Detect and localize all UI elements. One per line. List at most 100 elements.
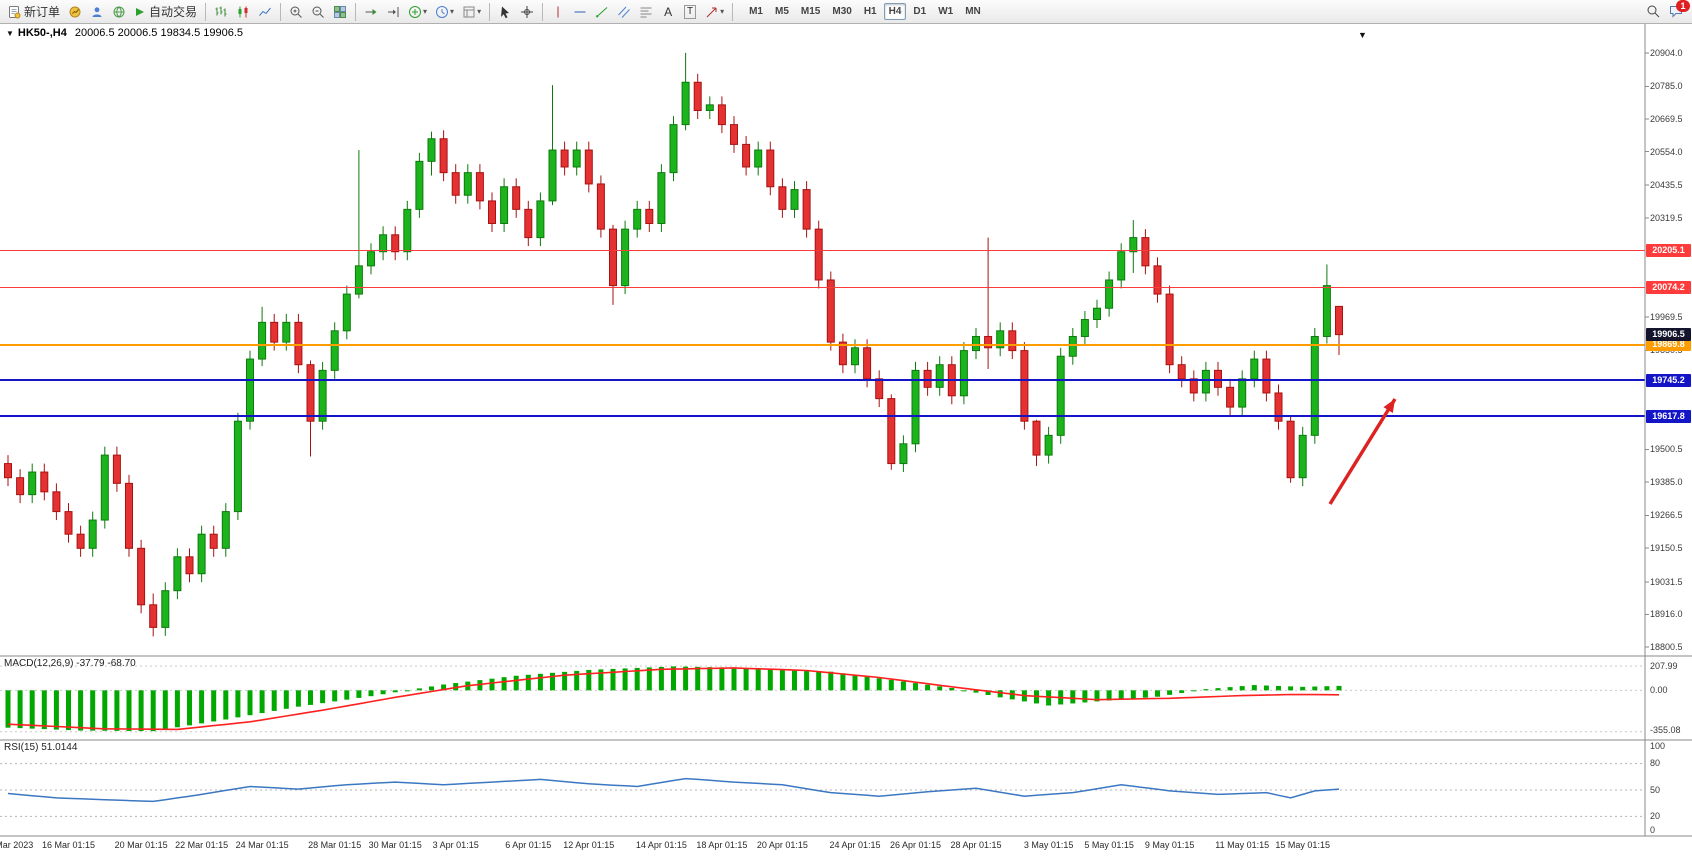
timeframe-button-h1[interactable]: H1 — [859, 3, 882, 20]
timeframe-button-d1[interactable]: D1 — [908, 3, 931, 20]
macd-histogram-bar — [78, 690, 84, 731]
zoom-in-button[interactable] — [286, 2, 306, 22]
timeframe-button-m30[interactable]: M30 — [827, 3, 856, 20]
macd-histogram-bar — [876, 678, 882, 691]
macd-histogram-bar — [707, 667, 713, 691]
candle-body — [451, 172, 460, 196]
candle-body — [1141, 237, 1150, 267]
macd-histogram-bar — [1155, 690, 1160, 697]
zoom-out-icon — [312, 6, 324, 18]
auto-trading-button[interactable]: 自动交易 — [131, 2, 200, 22]
candle-body — [1286, 420, 1295, 479]
crosshair-button[interactable] — [517, 2, 537, 22]
timeframe-button-m1[interactable]: M1 — [744, 3, 768, 20]
macd-histogram-bar — [404, 690, 410, 692]
bar-chart-button[interactable] — [211, 2, 231, 22]
horizontal-line-button[interactable] — [570, 2, 590, 22]
candle-body — [935, 364, 944, 388]
timeframe-button-mn[interactable]: MN — [960, 3, 986, 20]
candle-body — [633, 208, 642, 230]
candlestick-chart-button[interactable] — [233, 2, 253, 22]
macd-histogram-bar — [235, 690, 241, 718]
timeframe-button-w1[interactable]: W1 — [933, 3, 958, 20]
auto-trading-play-icon — [136, 7, 145, 16]
candle-body — [391, 234, 400, 253]
timeframe-button-m15[interactable]: M15 — [796, 3, 825, 20]
timeframe-button-h4[interactable]: H4 — [883, 3, 907, 20]
candle-body — [488, 200, 496, 224]
candle-body — [802, 189, 811, 230]
chart-shift-button[interactable] — [383, 2, 403, 22]
accounts-button[interactable] — [87, 2, 107, 22]
vertical-line-icon — [557, 6, 559, 17]
fibonacci-button[interactable] — [636, 2, 656, 22]
cursor-button[interactable] — [495, 2, 515, 22]
candle-body — [754, 149, 763, 168]
macd-histogram-bar — [1227, 687, 1233, 691]
macd-axis-label: -355.08 — [1650, 725, 1681, 735]
time-axis-label: 30 Mar 01:15 — [368, 840, 422, 850]
price-axis-label: 19500.5 — [1650, 444, 1683, 455]
trend-arrow-line — [1328, 398, 1397, 505]
toolbar-separator — [280, 2, 282, 21]
price-badge: 19869.8 — [1646, 338, 1691, 352]
auto-scroll-button[interactable] — [361, 2, 381, 22]
macd-histogram-bar — [1203, 689, 1209, 691]
channel-button[interactable] — [614, 2, 634, 22]
time-axis-label: 15 May 01:15 — [1275, 840, 1330, 850]
tile-windows-button[interactable] — [330, 2, 350, 22]
candle-body — [875, 378, 884, 400]
macd-histogram-bar — [792, 669, 797, 691]
macd-histogram-bar — [199, 690, 205, 724]
text-button[interactable]: A — [658, 2, 678, 22]
macd-histogram-bar — [961, 690, 967, 692]
vertical-line-button[interactable] — [548, 2, 568, 22]
candle-body — [1226, 386, 1235, 408]
rsi-axis-label: 20 — [1650, 811, 1661, 821]
one-click-trading-arrow[interactable]: ▼ — [6, 29, 14, 38]
macd-histogram-bar — [779, 669, 785, 691]
charts-button[interactable] — [65, 2, 85, 22]
chart-dropdown-arrow[interactable]: ▼ — [1358, 30, 1367, 40]
macd-histogram-bar — [1288, 686, 1294, 691]
candle-body — [1044, 434, 1053, 456]
candle-body — [354, 265, 363, 295]
zoom-out-button[interactable] — [308, 2, 328, 22]
community-button[interactable] — [109, 2, 129, 22]
line-chart-button[interactable] — [255, 2, 275, 22]
periods-button[interactable]: ▾ — [432, 2, 457, 22]
time-axis-label: 18 Apr 01:15 — [696, 840, 748, 850]
candle-body — [367, 251, 375, 267]
search-button[interactable] — [1643, 1, 1664, 21]
trendline-icon — [596, 6, 608, 17]
macd-histogram-bar — [513, 675, 519, 691]
macd-histogram-bar — [1046, 690, 1052, 706]
candle-body — [40, 471, 49, 493]
notifications-button[interactable]: 1 — [1666, 0, 1690, 21]
shapes-button[interactable]: ▾ — [702, 2, 727, 22]
macd-histogram-bar — [41, 690, 47, 730]
candle-body — [64, 511, 73, 535]
macd-histogram-bar — [622, 668, 628, 691]
candle-body — [560, 149, 569, 168]
label-button[interactable]: T — [680, 2, 700, 22]
macd-histogram-bar — [719, 667, 725, 691]
macd-histogram-bar — [525, 674, 531, 691]
new-order-button[interactable]: 新订单 — [4, 2, 63, 22]
templates-button[interactable]: ▾ — [459, 2, 484, 22]
time-axis-label: 20 Mar 01:15 — [114, 840, 168, 850]
timeframe-button-m5[interactable]: M5 — [770, 3, 794, 20]
toolbar-separator — [732, 2, 734, 21]
trendline-button[interactable] — [592, 2, 612, 22]
indicators-button[interactable]: ▾ — [405, 2, 430, 22]
macd-histogram-bar — [937, 686, 943, 691]
candle-body — [1310, 335, 1319, 436]
new-order-label: 新订单 — [24, 5, 61, 19]
candle-body — [730, 124, 738, 145]
candle-body — [1093, 307, 1101, 321]
price-chart[interactable] — [0, 24, 1692, 856]
candle-body — [657, 172, 666, 224]
candle-body — [1153, 265, 1162, 295]
rsi-axis-label: 80 — [1650, 758, 1661, 768]
candles-layer — [4, 52, 1343, 637]
